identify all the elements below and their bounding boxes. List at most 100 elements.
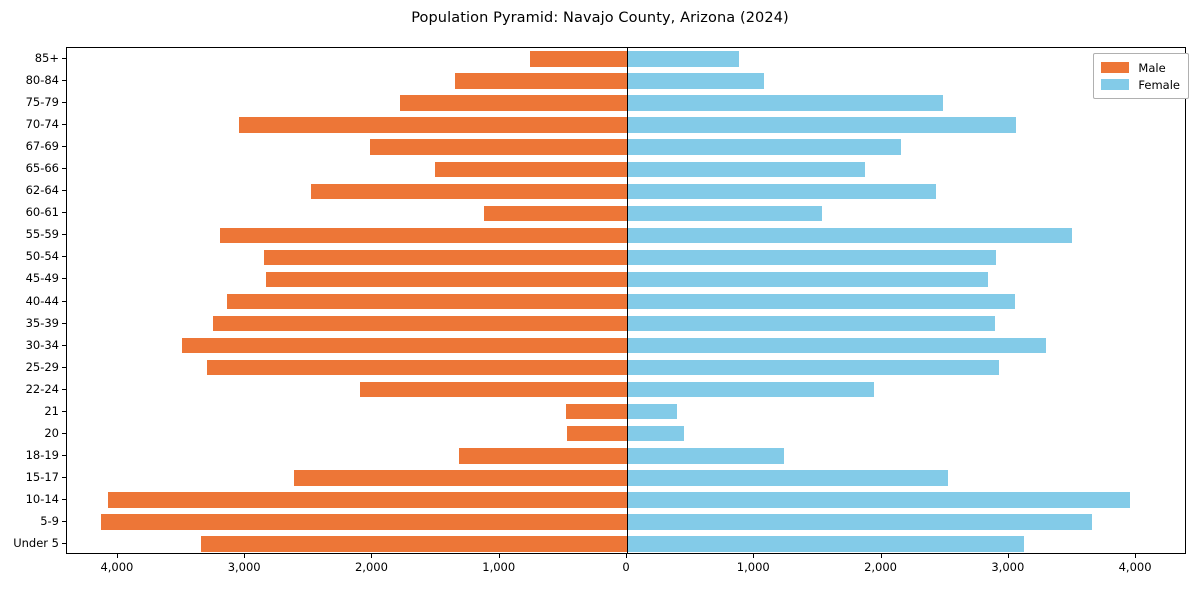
y-axis-tick-label: 85+ [34, 51, 59, 66]
y-axis-tick-mark [62, 212, 66, 214]
x-axis-tick-label: 0 [622, 560, 630, 574]
bar-male [369, 139, 627, 155]
bar-female [627, 536, 1025, 552]
bar-female [627, 249, 997, 266]
bar-male [238, 117, 627, 133]
bar-row [67, 359, 1185, 376]
bar-male [434, 161, 627, 177]
chart-legend[interactable]: Male Female [1093, 53, 1189, 99]
bar-female [627, 404, 677, 420]
y-axis-tick-label: 60-61 [25, 205, 59, 220]
y-axis-tick-label: 25-29 [25, 359, 59, 374]
y-axis-tick-label: 30-34 [25, 337, 59, 352]
bar-female [627, 315, 995, 332]
y-axis-tick-mark [62, 520, 66, 522]
x-axis-tick-mark [880, 554, 882, 558]
bar-row [67, 514, 1185, 530]
y-axis-tick-label: 10-14 [25, 491, 59, 506]
bar-female [627, 492, 1130, 508]
y-axis-tick-mark [62, 278, 66, 280]
bar-female [627, 470, 948, 486]
bar-male [567, 426, 627, 442]
x-axis-tick-label: 4,000 [1118, 560, 1152, 574]
y-axis-tick-label: 40-44 [25, 293, 59, 308]
x-axis-tick-label: 1,000 [482, 560, 516, 574]
bar-row [67, 492, 1185, 508]
y-axis-tick-mark [62, 190, 66, 192]
y-axis-tick-label: 20 [44, 425, 59, 440]
y-axis-tick-label: 67-69 [25, 139, 59, 154]
bar-female [627, 95, 943, 111]
y-axis-tick-mark [62, 366, 66, 368]
y-axis-tick-marks [59, 47, 66, 554]
legend-entry-male[interactable]: Male [1101, 59, 1180, 76]
y-axis-tick-mark [62, 124, 66, 126]
x-axis-tick-marks [66, 554, 1186, 560]
y-axis-tick-mark [62, 322, 66, 324]
x-axis-tick-label: 3,000 [991, 560, 1025, 574]
bar-row [67, 426, 1185, 442]
bar-male [207, 359, 627, 376]
y-axis-tick-mark [62, 80, 66, 82]
y-axis-tick-mark [62, 234, 66, 236]
y-axis-tick-mark [62, 410, 66, 412]
legend-entry-female[interactable]: Female [1101, 76, 1180, 93]
bar-row [67, 51, 1185, 67]
x-axis-tick-mark [1135, 554, 1137, 558]
bar-row [67, 470, 1185, 486]
bar-female [627, 227, 1073, 244]
y-axis-tick-mark [62, 432, 66, 434]
x-axis-tick-labels: 4,000 3,000 2,000 1,000 0 1,000 2,000 3,000 4,00… [66, 560, 1186, 580]
legend-label: Female [1138, 77, 1180, 92]
bar-female [627, 337, 1046, 354]
bar-row [67, 205, 1185, 222]
y-axis-tick-label: 35-39 [25, 315, 59, 330]
plot-area [66, 47, 1186, 554]
bar-row [67, 448, 1185, 464]
bar-row [67, 315, 1185, 332]
y-axis-tick-label: 21 [44, 403, 59, 418]
bar-male [459, 448, 627, 464]
legend-swatch-icon [1101, 79, 1130, 90]
x-axis-tick-label: 4,000 [100, 560, 134, 574]
y-axis-tick-label: 65-66 [25, 161, 59, 176]
bar-male [484, 205, 627, 222]
bar-row [67, 117, 1185, 133]
x-axis-tick-mark [498, 554, 500, 558]
bar-row [67, 249, 1185, 266]
bar-female [627, 117, 1017, 133]
bar-female [627, 73, 765, 89]
y-axis-tick-label: 75-79 [25, 95, 59, 110]
y-axis-tick-label: 62-64 [25, 183, 59, 198]
y-axis-tick-mark [62, 454, 66, 456]
y-axis-tick-mark [62, 476, 66, 478]
bar-row [67, 381, 1185, 398]
x-axis-tick-mark [244, 554, 246, 558]
legend-swatch-icon [1101, 62, 1130, 73]
bar-row [67, 293, 1185, 310]
legend-label: Male [1138, 60, 1166, 75]
bar-male [200, 536, 627, 552]
bar-male [530, 51, 627, 67]
y-axis-tick-label: 80-84 [25, 73, 59, 88]
y-axis-tick-label: 22-24 [25, 381, 59, 396]
y-axis-tick-mark [62, 344, 66, 346]
x-axis-tick-mark [116, 554, 118, 558]
y-axis-tick-label: 50-54 [25, 249, 59, 264]
bar-row [67, 536, 1185, 552]
x-axis-tick-mark [626, 554, 627, 558]
x-axis-tick-label: 3,000 [227, 560, 261, 574]
y-axis-tick-mark [62, 542, 66, 544]
zero-axis-line [627, 48, 629, 553]
y-axis-tick-label: 5-9 [40, 513, 59, 528]
bar-row [67, 161, 1185, 177]
y-axis-tick-label: 45-49 [25, 271, 59, 286]
bar-row [67, 95, 1185, 111]
bar-male [359, 381, 627, 398]
y-axis-tick-label: Under 5 [13, 535, 59, 550]
bar-female [627, 183, 937, 199]
bar-row [67, 337, 1185, 354]
y-axis-tick-mark [62, 168, 66, 170]
y-axis-tick-label: 18-19 [25, 447, 59, 462]
